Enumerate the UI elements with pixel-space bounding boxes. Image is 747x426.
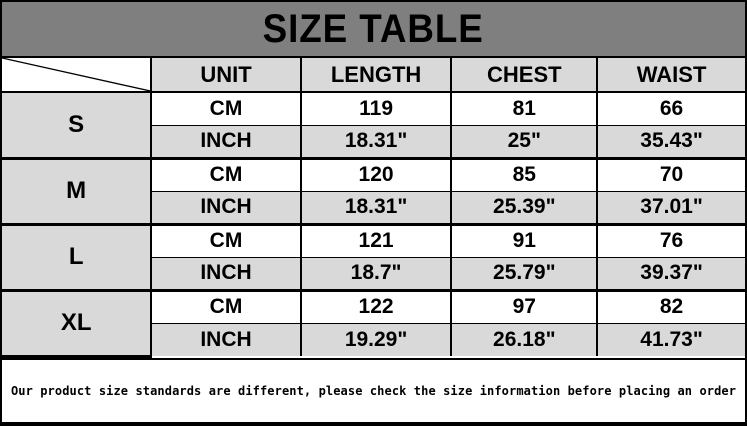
column-header-length: LENGTH [299, 58, 453, 93]
unit-label: INCH [150, 322, 302, 356]
cell-xl-length-cm: 122 [299, 289, 453, 324]
size-label-s: S [2, 91, 153, 160]
cell-xl-length-inch: 19.29" [299, 322, 453, 356]
disclaimer-note-text: Our product size standards are different… [10, 383, 737, 398]
cell-xl-waist-cm: 82 [596, 289, 745, 324]
column-header-unit: UNIT [150, 58, 302, 93]
size-label-l: L [2, 223, 153, 292]
cell-l-length-cm: 121 [299, 223, 453, 258]
unit-label: INCH [150, 124, 302, 160]
cell-s-waist-inch: 35.43" [596, 124, 745, 160]
corner-diagonal-cell [2, 58, 153, 93]
column-header-chest: CHEST [450, 58, 599, 93]
size-label-xl: XL [2, 289, 153, 358]
table-row-m-cm: M CM 120 85 70 [2, 157, 745, 226]
cell-l-length-inch: 18.7" [299, 256, 453, 292]
cell-s-length-inch: 18.31" [299, 124, 453, 160]
cell-m-chest-inch: 25.39" [450, 190, 599, 226]
size-table: UNIT LENGTH CHEST WAIST S CM 119 81 66 I… [2, 58, 745, 358]
cell-m-length-cm: 120 [299, 157, 453, 192]
cell-xl-chest-inch: 26.18" [450, 322, 599, 356]
cell-l-waist-cm: 76 [596, 223, 745, 258]
cell-l-chest-inch: 25.79" [450, 256, 599, 292]
cell-m-waist-cm: 70 [596, 157, 745, 192]
header-row: UNIT LENGTH CHEST WAIST [2, 58, 745, 93]
cell-l-chest-cm: 91 [450, 223, 599, 258]
cell-s-chest-cm: 81 [450, 91, 599, 126]
cell-s-chest-inch: 25" [450, 124, 599, 160]
cell-l-waist-inch: 39.37" [596, 256, 745, 292]
table-row-l-inch: INCH 18.7" 25.79" 39.37" [2, 256, 745, 292]
table-row-l-cm: L CM 121 91 76 [2, 223, 745, 292]
table-row-xl-inch: INCH 19.29" 26.18" 41.73" [2, 322, 745, 356]
size-label-m: M [2, 157, 153, 226]
unit-label: CM [150, 157, 302, 192]
unit-label: INCH [150, 256, 302, 292]
title-band: SIZE TABLE [2, 2, 745, 58]
disclaimer-note-box: Our product size standards are different… [2, 357, 745, 422]
unit-label: CM [150, 223, 302, 258]
unit-label: CM [150, 91, 302, 126]
table-row-xl-cm: XL CM 122 97 82 [2, 289, 745, 358]
cell-xl-waist-inch: 41.73" [596, 322, 745, 356]
cell-m-chest-cm: 85 [450, 157, 599, 192]
unit-label: CM [150, 289, 302, 324]
column-header-waist: WAIST [596, 58, 745, 93]
diagonal-line-icon [2, 58, 150, 91]
cell-s-waist-cm: 66 [596, 91, 745, 126]
table-row-s-cm: S CM 119 81 66 [2, 91, 745, 160]
cell-m-waist-inch: 37.01" [596, 190, 745, 226]
cell-xl-chest-cm: 97 [450, 289, 599, 324]
cell-m-length-inch: 18.31" [299, 190, 453, 226]
cell-s-length-cm: 119 [299, 91, 453, 126]
unit-label: INCH [150, 190, 302, 226]
page-title: SIZE TABLE [262, 6, 485, 51]
table-row-s-inch: INCH 18.31" 25" 35.43" [2, 124, 745, 160]
table-row-m-inch: INCH 18.31" 25.39" 37.01" [2, 190, 745, 226]
